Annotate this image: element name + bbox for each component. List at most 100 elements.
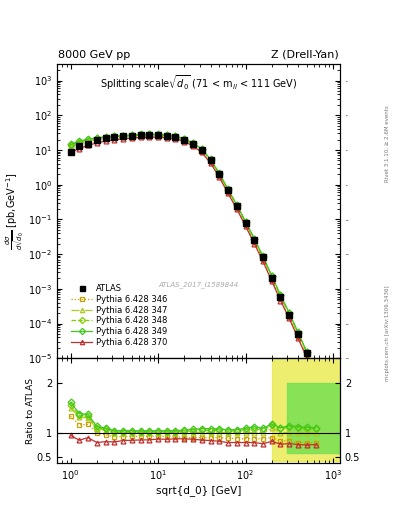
Pythia 6.428 346 xyxy=(95,137,99,143)
Pythia 6.428 348 xyxy=(95,135,99,141)
Pythia 6.428 348 xyxy=(121,133,125,139)
Pythia 6.428 349 xyxy=(112,133,117,139)
Pythia 6.428 370 xyxy=(68,150,73,156)
Pythia 6.428 346 xyxy=(252,239,257,245)
Pythia 6.428 349 xyxy=(199,146,204,152)
Pythia 6.428 370 xyxy=(164,135,169,141)
Pythia 6.428 370 xyxy=(129,135,134,141)
Pythia 6.428 370 xyxy=(217,174,222,180)
ATLAS xyxy=(121,133,125,139)
Pythia 6.428 349 xyxy=(252,236,257,242)
Pythia 6.428 370 xyxy=(296,335,300,341)
Pythia 6.428 347 xyxy=(164,133,169,139)
Pythia 6.428 370 xyxy=(208,160,213,166)
Pythia 6.428 349 xyxy=(287,310,292,316)
ATLAS xyxy=(217,171,222,177)
Pythia 6.428 370 xyxy=(103,138,108,144)
Pythia 6.428 347 xyxy=(147,132,152,138)
Pythia 6.428 349 xyxy=(156,132,160,138)
Pythia 6.428 346 xyxy=(208,159,213,165)
ATLAS xyxy=(86,141,90,147)
Legend: ATLAS, Pythia 6.428 346, Pythia 6.428 347, Pythia 6.428 348, Pythia 6.428 349, P: ATLAS, Pythia 6.428 346, Pythia 6.428 34… xyxy=(70,283,169,348)
ATLAS xyxy=(278,293,283,300)
Pythia 6.428 349 xyxy=(173,133,178,139)
Pythia 6.428 348 xyxy=(270,273,274,280)
ATLAS xyxy=(129,133,134,139)
Pythia 6.428 347 xyxy=(234,203,239,209)
Pythia 6.428 349 xyxy=(234,202,239,208)
Pythia 6.428 346 xyxy=(182,138,187,144)
Pythia 6.428 370 xyxy=(252,241,257,247)
Pythia 6.428 347 xyxy=(77,139,82,145)
Pythia 6.428 346 xyxy=(86,138,90,144)
Pythia 6.428 370 xyxy=(305,354,309,360)
Pythia 6.428 346 xyxy=(68,144,73,151)
Pythia 6.428 370 xyxy=(287,315,292,322)
Pythia 6.428 370 xyxy=(199,150,204,156)
Pythia 6.428 347 xyxy=(173,134,178,140)
Pythia 6.428 370 xyxy=(191,143,195,149)
Pythia 6.428 348 xyxy=(156,132,160,138)
Line: Pythia 6.428 347: Pythia 6.428 347 xyxy=(68,132,318,381)
Pythia 6.428 349 xyxy=(278,292,283,298)
Pythia 6.428 346 xyxy=(138,133,143,139)
Pythia 6.428 346 xyxy=(121,134,125,140)
Pythia 6.428 346 xyxy=(103,136,108,142)
Pythia 6.428 346 xyxy=(313,379,318,386)
Pythia 6.428 349 xyxy=(270,273,274,279)
Pythia 6.428 348 xyxy=(138,132,143,138)
Pythia 6.428 348 xyxy=(68,142,73,148)
Y-axis label: Ratio to ATLAS: Ratio to ATLAS xyxy=(26,378,35,444)
Pythia 6.428 346 xyxy=(173,135,178,141)
Pythia 6.428 347 xyxy=(252,237,257,243)
Pythia 6.428 348 xyxy=(208,157,213,163)
Pythia 6.428 349 xyxy=(261,253,265,259)
ATLAS xyxy=(173,134,178,140)
ATLAS xyxy=(208,157,213,163)
Pythia 6.428 347 xyxy=(103,134,108,140)
Pythia 6.428 346 xyxy=(199,148,204,155)
Pythia 6.428 370 xyxy=(278,297,283,304)
Pythia 6.428 370 xyxy=(121,136,125,142)
Pythia 6.428 348 xyxy=(234,202,239,208)
Line: Pythia 6.428 349: Pythia 6.428 349 xyxy=(68,132,318,380)
ATLAS xyxy=(95,137,99,143)
ATLAS xyxy=(252,237,257,243)
Pythia 6.428 347 xyxy=(226,187,230,193)
Pythia 6.428 348 xyxy=(86,137,90,143)
Pythia 6.428 346 xyxy=(278,296,283,303)
Pythia 6.428 348 xyxy=(296,330,300,336)
Text: Rivet 3.1.10, ≥ 2.6M events: Rivet 3.1.10, ≥ 2.6M events xyxy=(385,105,390,182)
Pythia 6.428 348 xyxy=(112,134,117,140)
ATLAS xyxy=(103,135,108,141)
Pythia 6.428 348 xyxy=(103,134,108,140)
Pythia 6.428 370 xyxy=(270,278,274,284)
Pythia 6.428 348 xyxy=(261,253,265,260)
Pythia 6.428 348 xyxy=(305,349,309,355)
Pythia 6.428 346 xyxy=(243,222,248,228)
Pythia 6.428 347 xyxy=(261,254,265,261)
Pythia 6.428 347 xyxy=(296,331,300,337)
ATLAS xyxy=(234,203,239,209)
Pythia 6.428 346 xyxy=(296,334,300,340)
Pythia 6.428 349 xyxy=(208,156,213,162)
ATLAS xyxy=(296,331,300,337)
Text: Z (Drell-Yan): Z (Drell-Yan) xyxy=(272,50,339,60)
Pythia 6.428 349 xyxy=(296,329,300,335)
Pythia 6.428 370 xyxy=(313,380,318,387)
Pythia 6.428 370 xyxy=(86,142,90,148)
Pythia 6.428 346 xyxy=(77,141,82,147)
ATLAS xyxy=(261,254,265,261)
Pythia 6.428 347 xyxy=(243,220,248,226)
Pythia 6.428 347 xyxy=(68,142,73,148)
Pythia 6.428 347 xyxy=(129,133,134,139)
Pythia 6.428 370 xyxy=(138,134,143,140)
ATLAS xyxy=(199,147,204,153)
ATLAS xyxy=(191,141,195,147)
Pythia 6.428 370 xyxy=(243,223,248,229)
ATLAS xyxy=(138,132,143,138)
Pythia 6.428 346 xyxy=(217,173,222,179)
Pythia 6.428 348 xyxy=(217,170,222,177)
Pythia 6.428 348 xyxy=(313,375,318,381)
Pythia 6.428 347 xyxy=(278,293,283,300)
